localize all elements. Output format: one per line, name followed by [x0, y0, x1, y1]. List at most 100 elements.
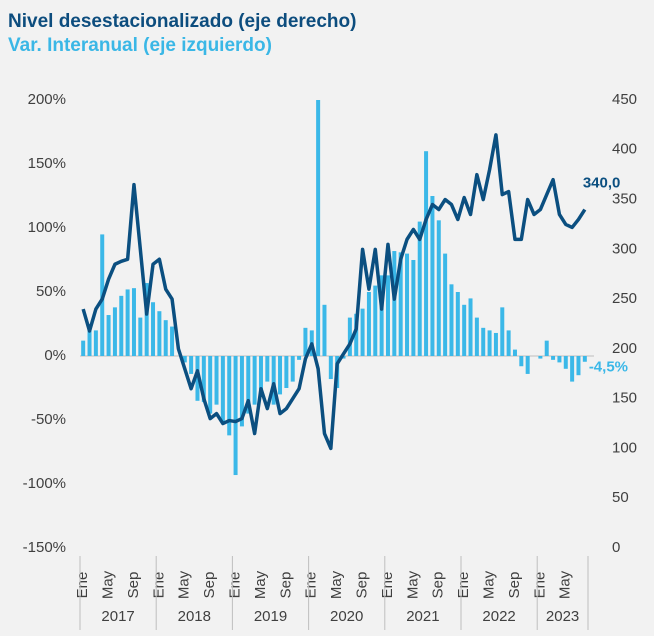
bar: [227, 356, 232, 436]
bar: [493, 332, 498, 356]
y-tick-label: -50%: [31, 411, 66, 428]
x-tick-label: Ene: [303, 572, 320, 599]
year-label: 2021: [406, 608, 439, 625]
year-label: 2017: [101, 608, 134, 625]
bar: [214, 356, 219, 405]
bar: [265, 356, 270, 382]
x-tick-label: May: [328, 570, 345, 599]
x-tick-label: Ene: [531, 572, 548, 599]
bar: [341, 356, 346, 359]
bar: [170, 326, 175, 356]
bar: [544, 340, 549, 356]
bar: [131, 288, 136, 356]
bar: [347, 317, 352, 356]
bar: [582, 356, 587, 362]
line: [81, 133, 587, 451]
bar: [290, 356, 295, 382]
x-tick-label: Ene: [379, 572, 396, 599]
x-tick-label: May: [176, 570, 193, 599]
y2-tick-label: 150: [612, 390, 637, 407]
year-label: 2018: [178, 608, 211, 625]
x-tick-label: May: [557, 570, 574, 599]
bar: [481, 327, 486, 356]
bar: [233, 356, 238, 476]
y2-tick-label: 450: [612, 91, 637, 108]
x-tick-label: May: [481, 570, 498, 599]
bar: [500, 307, 505, 356]
bar: [557, 356, 562, 363]
bar: [576, 356, 581, 376]
bar: [125, 289, 130, 356]
bar: [87, 324, 92, 356]
y2-tick-label: 400: [612, 141, 637, 158]
bar: [392, 251, 397, 356]
bar: [398, 252, 403, 356]
y2-tick-label: 350: [612, 191, 637, 208]
bar: [563, 356, 568, 369]
bar: [138, 317, 143, 356]
bar: [538, 356, 543, 359]
x-tick-label: Ene: [74, 572, 91, 599]
bar: [322, 304, 327, 356]
bar: [246, 356, 251, 414]
bar: [239, 356, 244, 427]
x-tick-label: May: [252, 570, 269, 599]
bar: [424, 151, 429, 356]
bar: [93, 330, 98, 356]
y-tick-label: 0%: [44, 347, 66, 364]
bar: [182, 356, 187, 363]
year-label: 2023: [546, 608, 579, 625]
bar: [201, 356, 206, 403]
bar: [468, 298, 473, 356]
bar: [430, 196, 435, 356]
x-tick-label: May: [404, 570, 421, 599]
x-tick-label: May: [100, 570, 117, 599]
bar: [252, 356, 257, 405]
bar: [373, 285, 378, 356]
y-tick-label: -150%: [23, 539, 66, 556]
bar: [220, 356, 225, 423]
x-tick-label: Sep: [201, 572, 218, 599]
y2-tick-label: 50: [612, 489, 629, 506]
y-tick-label: 200%: [28, 91, 66, 108]
bar: [385, 275, 390, 356]
bar: [512, 349, 517, 356]
x-tick-label: Ene: [150, 572, 167, 599]
bar: [474, 317, 479, 356]
bar: [271, 356, 276, 405]
x-tick-label: Sep: [354, 572, 371, 599]
bar: [411, 260, 416, 356]
x-tick-label: Sep: [430, 572, 447, 599]
bar: [284, 356, 289, 388]
bar: [455, 292, 460, 356]
bar: [519, 356, 524, 367]
bar: [297, 356, 302, 360]
bar: [278, 356, 283, 395]
bar: [303, 327, 308, 356]
y2-tick-label: 100: [612, 439, 637, 456]
y-tick-label: -100%: [23, 475, 66, 492]
bar: [449, 284, 454, 356]
year-label: 2020: [330, 608, 363, 625]
x-tick-label: Ene: [455, 572, 472, 599]
year-label: 2022: [482, 608, 515, 625]
x-tick-label: Sep: [125, 572, 142, 599]
y-tick-label: 50%: [36, 283, 66, 300]
y2-tick-label: 300: [612, 240, 637, 257]
year-label: 2019: [254, 608, 287, 625]
bar: [163, 320, 168, 356]
bar: [417, 221, 422, 356]
bar: [112, 307, 117, 356]
bar: [436, 220, 441, 356]
bar: [157, 311, 162, 356]
data-label: 340,0: [583, 174, 621, 191]
bar: [189, 356, 194, 374]
y2-tick-label: 200: [612, 340, 637, 357]
bar: [208, 356, 213, 414]
bar: [570, 356, 575, 382]
bar: [144, 283, 149, 356]
y2-tick-label: 0: [612, 539, 620, 556]
x-tick-label: Sep: [506, 572, 523, 599]
bar: [487, 330, 492, 356]
